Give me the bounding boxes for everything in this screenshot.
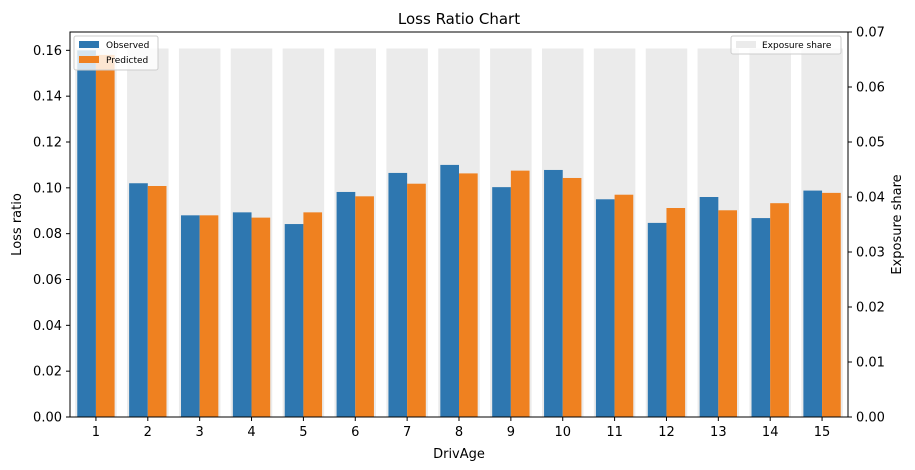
x-tick-label-5: 5 xyxy=(299,425,307,440)
y2-tick-label: 0.02 xyxy=(856,301,885,316)
y2-tick-label: 0.00 xyxy=(856,411,885,426)
x-tick-label-3: 3 xyxy=(196,425,204,440)
chart-title: Loss Ratio Chart xyxy=(398,10,520,28)
observed-bar-6 xyxy=(336,191,356,417)
x-tick-label-8: 8 xyxy=(455,425,463,440)
observed-bar-12 xyxy=(647,222,667,417)
legend-label-exposure: Exposure share xyxy=(762,41,832,51)
x-tick-label-9: 9 xyxy=(507,425,515,440)
y2-tick-label: 0.03 xyxy=(856,246,885,261)
y-tick-label: 0.04 xyxy=(33,319,62,334)
x-tick-label-7: 7 xyxy=(403,425,411,440)
loss-ratio-bars xyxy=(77,50,841,418)
y-tick-label: 0.02 xyxy=(33,365,62,380)
predicted-bar-6 xyxy=(355,196,374,417)
x-tick-label-1: 1 xyxy=(92,425,100,440)
predicted-bar-9 xyxy=(510,170,530,417)
predicted-bar-4 xyxy=(251,217,271,417)
y-tick-label: 0.06 xyxy=(33,273,62,288)
predicted-bar-14 xyxy=(770,203,789,417)
observed-bar-1 xyxy=(77,50,96,417)
predicted-bar-2 xyxy=(147,186,167,417)
legend-right-box xyxy=(730,35,842,55)
observed-bar-8 xyxy=(440,164,459,417)
observed-bar-13 xyxy=(699,197,719,417)
legend-right: Exposure share xyxy=(730,35,842,55)
x-tick-label-12: 12 xyxy=(658,425,675,440)
observed-bar-11 xyxy=(595,199,615,417)
predicted-bar-1 xyxy=(95,54,115,418)
y2-tick-label: 0.06 xyxy=(856,81,885,96)
observed-bar-14 xyxy=(751,218,771,417)
legend-label-predicted: Predicted xyxy=(106,56,148,66)
observed-bar-3 xyxy=(180,215,200,417)
y-axis-title: Loss ratio xyxy=(10,193,25,256)
x-tick-label-4: 4 xyxy=(247,425,255,440)
predicted-bar-12 xyxy=(666,208,686,417)
observed-bar-4 xyxy=(232,212,252,417)
observed-bar-7 xyxy=(388,172,408,417)
y-tick-label: 0.14 xyxy=(33,90,62,105)
predicted-bar-11 xyxy=(614,194,634,417)
legend-swatch-observed xyxy=(79,41,99,48)
y-tick-label: 0.00 xyxy=(33,411,62,426)
x-tick-label-6: 6 xyxy=(351,425,359,440)
predicted-bar-8 xyxy=(459,173,478,417)
left-y-axis: 0.00 0.02 0.04 0.06 0.08 0.10 0.12 0.14 0.16 xyxy=(33,44,70,426)
predicted-bar-5 xyxy=(303,212,323,417)
observed-bar-9 xyxy=(492,187,511,417)
legend-label-observed: Observed xyxy=(106,41,149,51)
y-tick-label: 0.12 xyxy=(33,136,62,151)
observed-bar-15 xyxy=(803,190,823,417)
y2-tick-label: 0.01 xyxy=(856,356,885,371)
y2-tick-label: 0.04 xyxy=(856,191,885,206)
predicted-bar-10 xyxy=(562,177,582,417)
x-tick-label-13: 13 xyxy=(710,425,727,440)
legend-swatch-exposure xyxy=(736,41,756,48)
predicted-bar-3 xyxy=(199,215,219,417)
legend-left: Observed Predicted xyxy=(73,35,159,71)
y2-tick-label: 0.05 xyxy=(856,136,885,151)
y2-axis-title: Exposure share xyxy=(890,174,905,274)
observed-bar-5 xyxy=(284,224,304,417)
x-axis: 1 2 3 4 5 6 7 8 9 10 11 12 13 14 15 xyxy=(92,417,831,440)
legend-swatch-predicted xyxy=(79,56,99,63)
x-tick-label-15: 15 xyxy=(814,425,831,440)
y-tick-label: 0.08 xyxy=(33,227,62,242)
y-tick-label: 0.10 xyxy=(33,181,62,196)
predicted-bar-7 xyxy=(407,183,426,417)
x-axis-title: DrivAge xyxy=(433,447,485,462)
x-tick-label-11: 11 xyxy=(606,425,623,440)
x-tick-label-14: 14 xyxy=(762,425,779,440)
predicted-bar-15 xyxy=(822,192,841,417)
x-tick-label-2: 2 xyxy=(144,425,152,440)
observed-bar-2 xyxy=(129,183,148,417)
y2-tick-label: 0.07 xyxy=(856,26,885,41)
y-tick-label: 0.16 xyxy=(33,44,62,59)
x-tick-label-10: 10 xyxy=(554,425,571,440)
predicted-bar-13 xyxy=(718,210,738,417)
observed-bar-10 xyxy=(544,169,563,417)
right-y-axis: 0.00 0.01 0.02 0.03 0.04 0.05 0.06 0.07 xyxy=(848,26,885,426)
